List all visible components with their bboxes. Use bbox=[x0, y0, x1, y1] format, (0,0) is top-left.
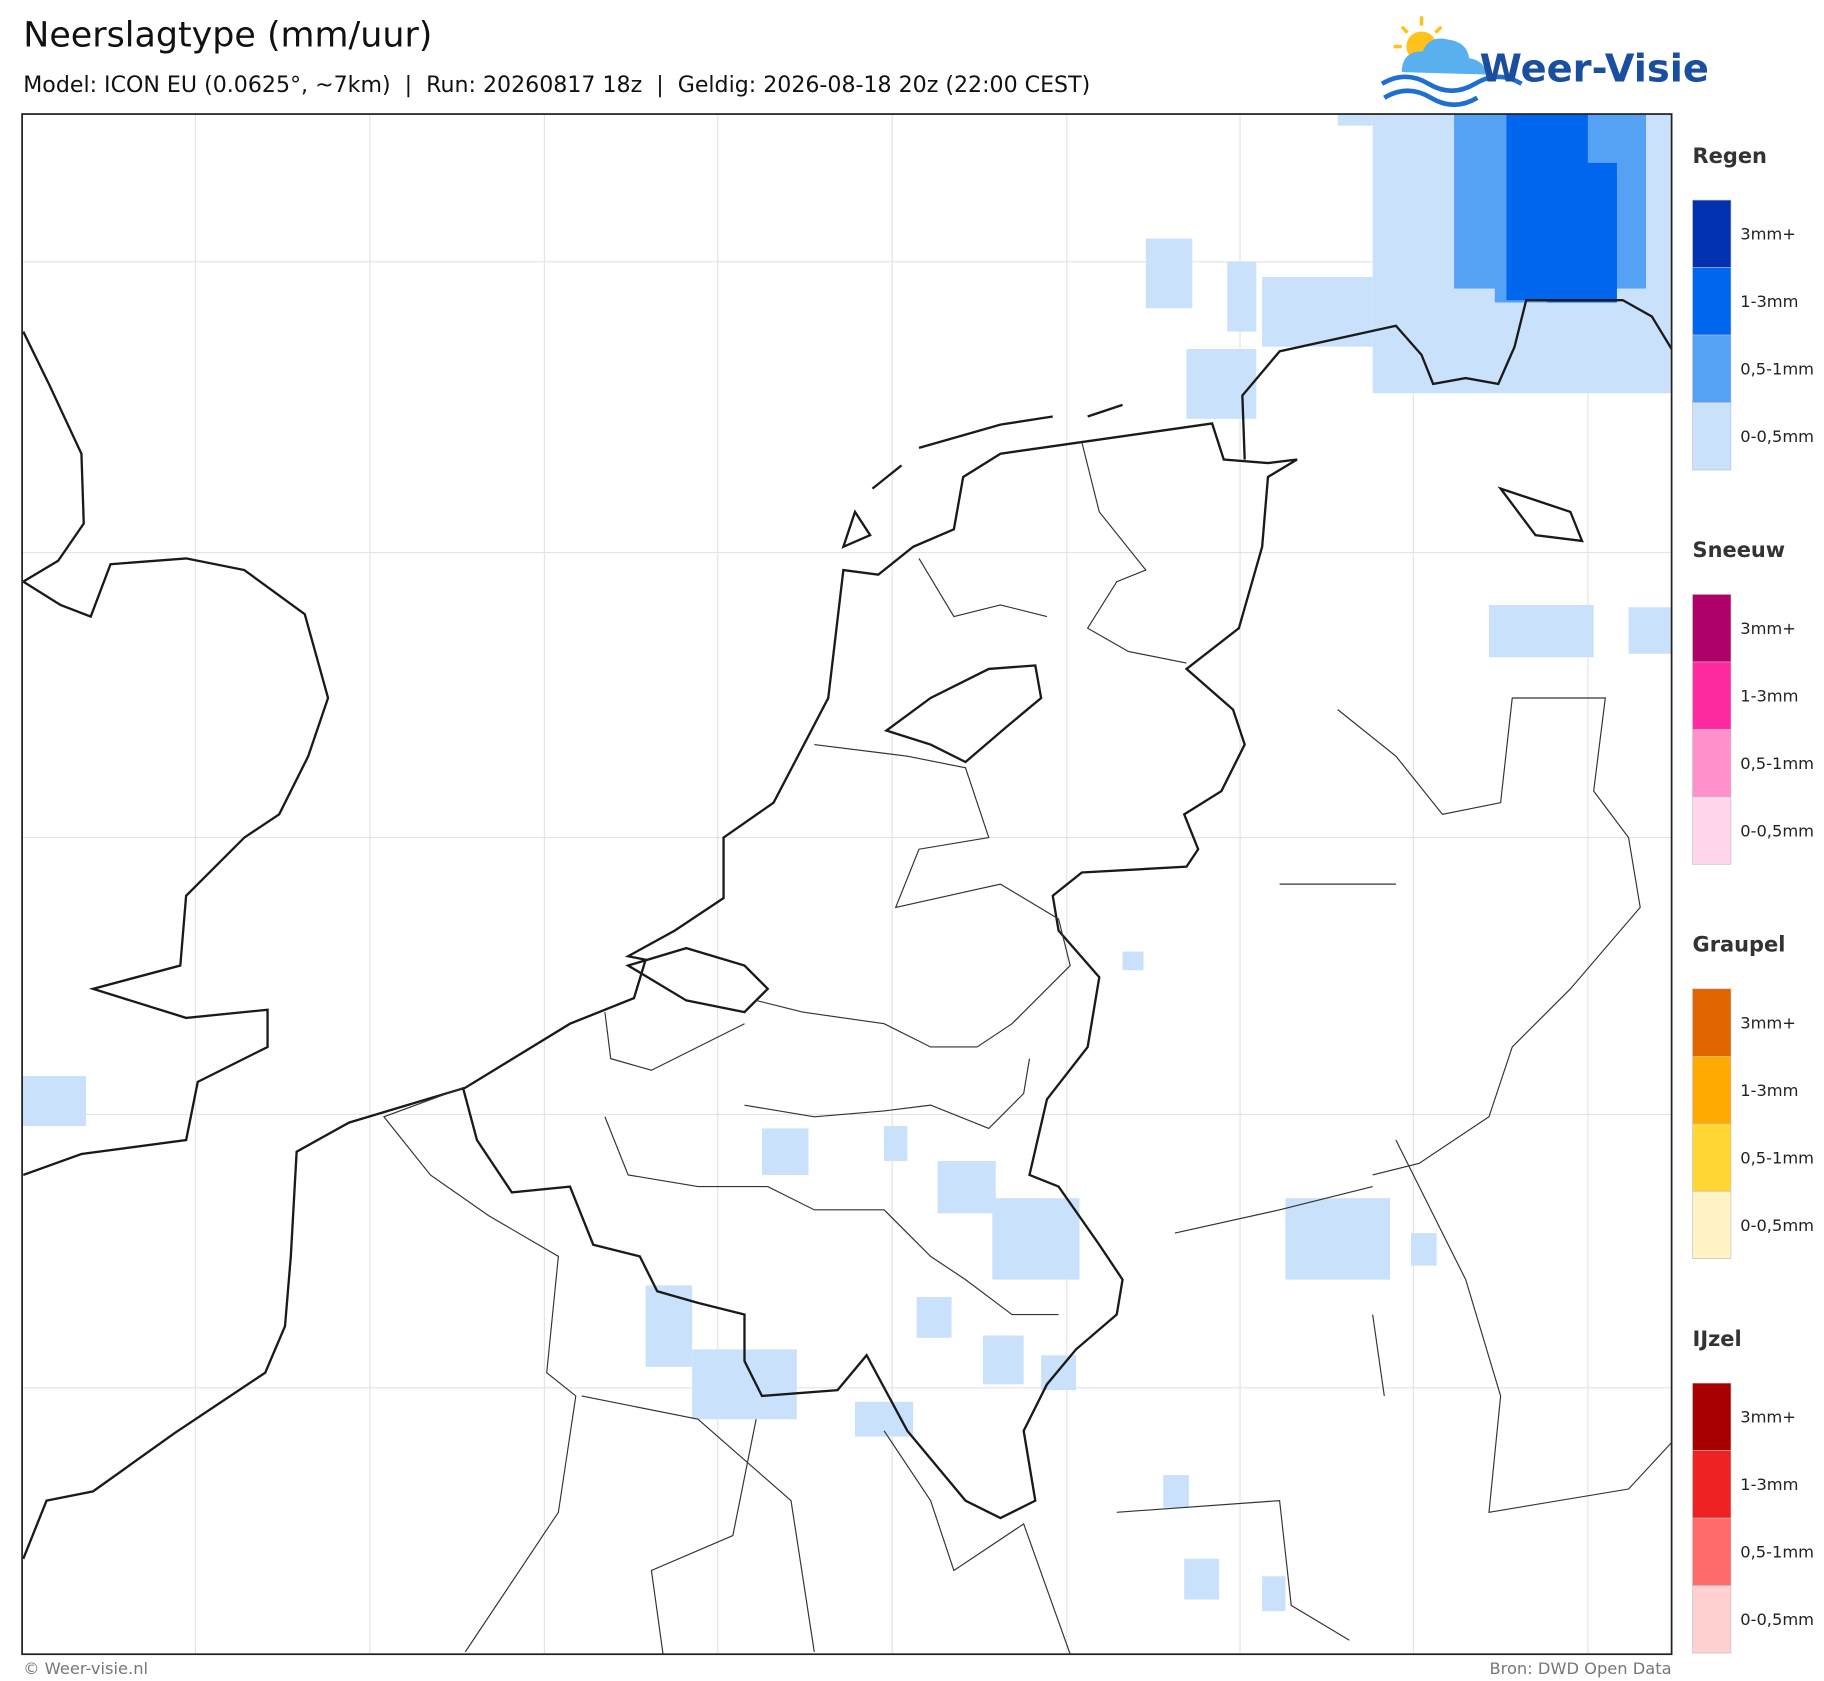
legend: Regen 3mm+ 1-3mm 0,5-1mm 0-0,5mm Sneeuw 3mm+ 1-… bbox=[1692, 144, 1814, 1654]
footer-left: © Weer-visie.nl bbox=[23, 1659, 148, 1678]
legend-swatch bbox=[1692, 1382, 1732, 1451]
legend-heading: Regen bbox=[1693, 144, 1767, 168]
legend-swatch bbox=[1692, 988, 1732, 1057]
legend-heading: Sneeuw bbox=[1693, 538, 1786, 562]
legend-label: 0-0,5mm bbox=[1740, 427, 1814, 446]
legend-label: 0-0,5mm bbox=[1740, 821, 1814, 840]
borders bbox=[382, 441, 1672, 1655]
legend-label: 3mm+ bbox=[1740, 1013, 1796, 1032]
legend-label: 0-0,5mm bbox=[1740, 1216, 1814, 1235]
legend-label: 1-3mm bbox=[1740, 1475, 1798, 1494]
legend-swatch bbox=[1692, 1055, 1732, 1125]
legend-swatch bbox=[1692, 796, 1732, 865]
legend-label: 3mm+ bbox=[1740, 225, 1796, 244]
legend-swatch bbox=[1692, 199, 1732, 268]
legend-label: 3mm+ bbox=[1740, 1408, 1796, 1427]
map-frame bbox=[21, 113, 1673, 1656]
legend-swatch bbox=[1692, 1450, 1732, 1519]
legend-label: 3mm+ bbox=[1740, 619, 1796, 638]
legend-swatch bbox=[1692, 1123, 1732, 1192]
legend-swatch bbox=[1692, 334, 1732, 403]
legend-swatch bbox=[1692, 1190, 1732, 1259]
coastlines bbox=[22, 298, 1672, 1560]
legend-swatch bbox=[1692, 1585, 1732, 1654]
legend-swatch bbox=[1692, 661, 1732, 730]
map bbox=[22, 114, 1672, 1655]
legend-label: 1-3mm bbox=[1740, 686, 1798, 705]
logo-text: Weer-Visie bbox=[1480, 46, 1709, 91]
legend-label: 1-3mm bbox=[1740, 1081, 1798, 1100]
legend-swatch bbox=[1692, 1517, 1732, 1586]
legend-label: 0-0,5mm bbox=[1740, 1610, 1814, 1629]
legend-heading: IJzel bbox=[1693, 1327, 1742, 1351]
legend-heading: Graupel bbox=[1693, 933, 1786, 957]
footer-right: Bron: DWD Open Data bbox=[1489, 1659, 1671, 1678]
legend-swatch bbox=[1692, 402, 1732, 471]
logo: Weer-Visie bbox=[1380, 16, 1709, 108]
legend-label: 1-3mm bbox=[1740, 292, 1798, 311]
precipitation bbox=[22, 114, 1672, 1612]
legend-label: 0,5-1mm bbox=[1740, 360, 1814, 379]
legend-swatch bbox=[1692, 729, 1732, 798]
legend-swatch bbox=[1692, 267, 1732, 336]
title: Neerslagtype (mm/uur) bbox=[23, 16, 432, 56]
legend-swatch bbox=[1692, 594, 1732, 663]
legend-label: 0,5-1mm bbox=[1740, 1543, 1814, 1562]
subtitle: Model: ICON EU (0.0625°, ~7km) | Run: 20… bbox=[23, 72, 1090, 98]
legend-label: 0,5-1mm bbox=[1740, 754, 1814, 773]
legend-label: 0,5-1mm bbox=[1740, 1148, 1814, 1167]
